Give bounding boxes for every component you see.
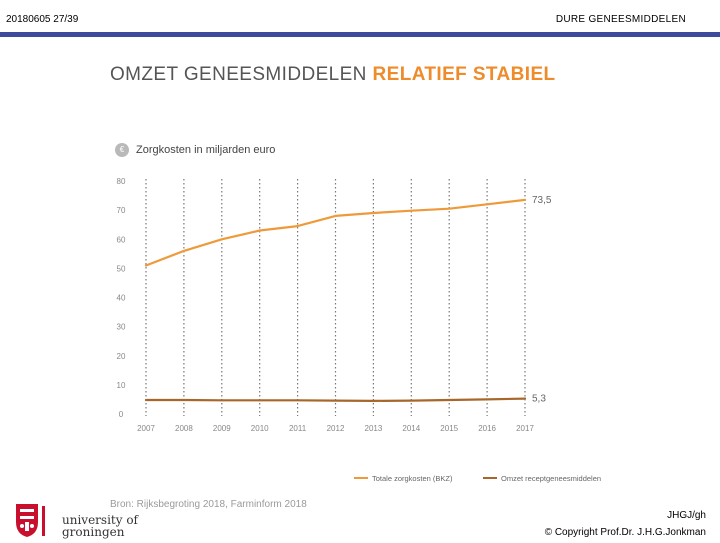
y-tick-label: 40 <box>117 294 126 303</box>
data-point-2-2008 <box>183 399 185 401</box>
y-tick-label: 10 <box>117 381 126 390</box>
x-tick-label: 2009 <box>213 424 231 433</box>
y-tick-label: 50 <box>117 264 126 273</box>
y-tick-label: 60 <box>117 235 126 244</box>
university-name-line1: university of <box>62 513 138 527</box>
series-end-label-1: 73,5 <box>532 195 552 206</box>
data-point-1-2016 <box>486 203 488 206</box>
x-tick-label: 2015 <box>440 424 458 433</box>
slide-section-title: DURE GENEESMIDDELEN <box>555 14 686 25</box>
university-name-line2: groningen <box>62 525 125 539</box>
data-point-1-2014 <box>410 209 413 212</box>
x-tick-label: 2008 <box>175 424 193 433</box>
data-point-1-2009 <box>220 238 223 241</box>
data-point-1-2017 <box>524 199 526 201</box>
y-tick-label: 30 <box>117 323 126 332</box>
data-point-1-2010 <box>258 229 261 232</box>
header-accent-bar <box>0 32 720 37</box>
x-tick-label: 2017 <box>516 424 534 433</box>
data-point-2-2007 <box>145 399 147 401</box>
x-tick-label: 2016 <box>478 424 496 433</box>
euro-icon: € <box>115 143 129 157</box>
footer-credits: JHGJ/gh © Copyright Prof.Dr. J.H.G.Jonkm… <box>545 507 706 541</box>
chart-source: Bron: Rijksbegroting 2018, Farminform 20… <box>110 499 307 510</box>
legend-label-2: Omzet receptgeneesmiddelen <box>501 474 601 483</box>
data-point-2-2013 <box>372 399 375 402</box>
series-end-label-2: 5,3 <box>532 394 546 405</box>
x-tick-label: 2011 <box>289 424 307 433</box>
legend-label-1: Totale zorgkosten (BKZ) <box>372 474 453 483</box>
data-point-1-2013 <box>372 212 375 214</box>
data-point-2-2017 <box>524 397 526 400</box>
x-tick-label: 2014 <box>402 424 420 433</box>
y-tick-label: 80 <box>117 177 126 186</box>
data-point-1-2011 <box>296 225 299 228</box>
footer-copyright: © Copyright Prof.Dr. J.H.G.Jonkman <box>544 527 706 538</box>
data-point-2-2010 <box>258 399 261 402</box>
y-tick-label: 20 <box>117 352 126 361</box>
x-tick-label: 2013 <box>365 424 383 433</box>
x-tick-label: 2007 <box>137 424 155 433</box>
x-tick-label: 2012 <box>327 424 345 433</box>
data-point-2-2015 <box>448 399 451 401</box>
y-tick-label: 70 <box>117 206 126 215</box>
x-tick-label: 2010 <box>251 424 269 433</box>
slide-date-page: 20180605 27/39 <box>6 14 79 25</box>
data-point-1-2007 <box>145 264 147 267</box>
slide-title-part1: OMZET GENEESMIDDELEN <box>110 64 367 85</box>
data-point-2-2012 <box>334 399 337 402</box>
university-name: university of groningen <box>62 514 138 538</box>
slide-title-part2: RELATIEF STABIEL <box>372 64 556 85</box>
data-point-1-2008 <box>183 250 185 252</box>
data-point-1-2012 <box>334 215 337 217</box>
data-point-2-2014 <box>410 399 413 402</box>
footer-initials: JHGJ/gh <box>667 510 706 521</box>
chart-unit-label: Zorgkosten in miljarden euro <box>136 144 276 156</box>
crest-icon <box>16 504 45 537</box>
university-logo <box>12 502 58 543</box>
data-point-2-2009 <box>220 399 223 402</box>
slide-title: OMZET GENEESMIDDELEN RELATIEF STABIEL <box>110 64 556 86</box>
data-point-1-2015 <box>448 207 451 210</box>
data-point-2-2011 <box>296 399 299 402</box>
y-tick-label: 0 <box>119 410 124 419</box>
data-point-2-2016 <box>486 398 488 401</box>
